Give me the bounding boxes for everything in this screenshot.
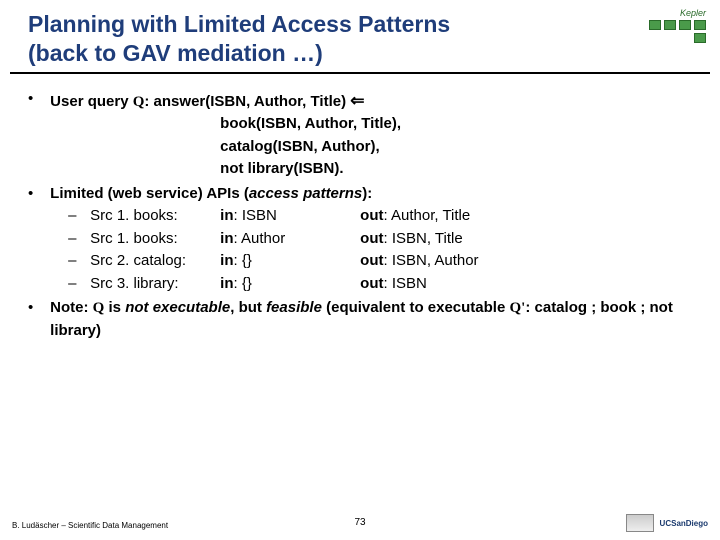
api-in: in: ISBN (220, 205, 360, 228)
slide-content: • User query Q: answer(ISBN, Author, Tit… (0, 74, 720, 343)
b3-qp: Q' (510, 300, 526, 316)
footer-page-number: 73 (354, 517, 365, 528)
footer-author: B. Ludäscher – Scientific Data Managemen… (12, 521, 168, 530)
api-row: –Src 1. books:in: ISBNout: Author, Title (68, 205, 680, 228)
api-row: –Src 1. books:in: Authorout: ISBN, Title (68, 228, 680, 251)
kepler-logo-boxes (636, 20, 706, 43)
b3-p3: , but (230, 299, 266, 316)
kepler-logo-text: Kepler (636, 8, 706, 18)
api-out: out: Author, Title (360, 205, 680, 228)
api-out: out: ISBN, Author (360, 250, 680, 273)
b3-p1: Note: (50, 299, 93, 316)
api-in: in: {} (220, 273, 360, 296)
dash-mark: – (68, 205, 90, 228)
b1-lead: User query (50, 93, 133, 110)
left-arrow-icon: ⇐ (350, 91, 364, 110)
dash-mark: – (68, 228, 90, 251)
api-out: out: ISBN, Title (360, 228, 680, 251)
b1-after: : answer(ISBN, Author, Title) (144, 93, 350, 110)
bullet-mark: • (28, 88, 46, 111)
bullet-user-query: • User query Q: answer(ISBN, Author, Tit… (28, 88, 692, 181)
ucsd-logo-text: UCSanDiego (660, 519, 708, 528)
b3-ital2: feasible (266, 299, 322, 316)
b3-q: Q (93, 300, 105, 316)
kepler-logo: Kepler (636, 8, 706, 56)
slide-title: Planning with Limited Access Patterns (b… (28, 10, 692, 68)
dash-mark: – (68, 273, 90, 296)
api-row: –Src 2. catalog:in: {}out: ISBN, Author (68, 250, 680, 273)
api-in: in: Author (220, 228, 360, 251)
api-src: Src 2. catalog: (90, 250, 220, 273)
title-line2: (back to GAV mediation …) (28, 40, 323, 66)
b1-q: Q (133, 94, 145, 110)
b3-p2: is (104, 299, 125, 316)
b1-line3: catalog(ISBN, Author), (220, 136, 680, 159)
api-src: Src 1. books: (90, 228, 220, 251)
api-row: –Src 3. library:in: {}out: ISBN (68, 273, 680, 296)
b1-line2: book(ISBN, Author, Title), (220, 113, 680, 136)
b2-italic: access patterns (249, 185, 362, 202)
b3-ital1: not executable (125, 299, 230, 316)
sdsc-logo-icon (626, 514, 654, 532)
title-area: Planning with Limited Access Patterns (b… (10, 0, 710, 74)
bullet-mark: • (28, 183, 46, 206)
b2-after: ): (362, 185, 372, 202)
title-line1: Planning with Limited Access Patterns (28, 11, 450, 37)
footer: B. Ludäscher – Scientific Data Managemen… (0, 508, 720, 532)
bullet-mark: • (28, 297, 46, 320)
b3-p4: (equivalent to executable (322, 299, 510, 316)
api-src: Src 3. library: (90, 273, 220, 296)
bullet-note: • Note: Q is not executable, but feasibl… (28, 297, 692, 342)
bullet-apis: • Limited (web service) APIs (access pat… (28, 183, 692, 296)
dash-mark: – (68, 250, 90, 273)
api-in: in: {} (220, 250, 360, 273)
b2-lead: Limited (web service) APIs ( (50, 185, 249, 202)
footer-logos: UCSanDiego (626, 514, 708, 532)
b1-line4: not library(ISBN). (220, 158, 680, 181)
api-src: Src 1. books: (90, 205, 220, 228)
api-out: out: ISBN (360, 273, 680, 296)
